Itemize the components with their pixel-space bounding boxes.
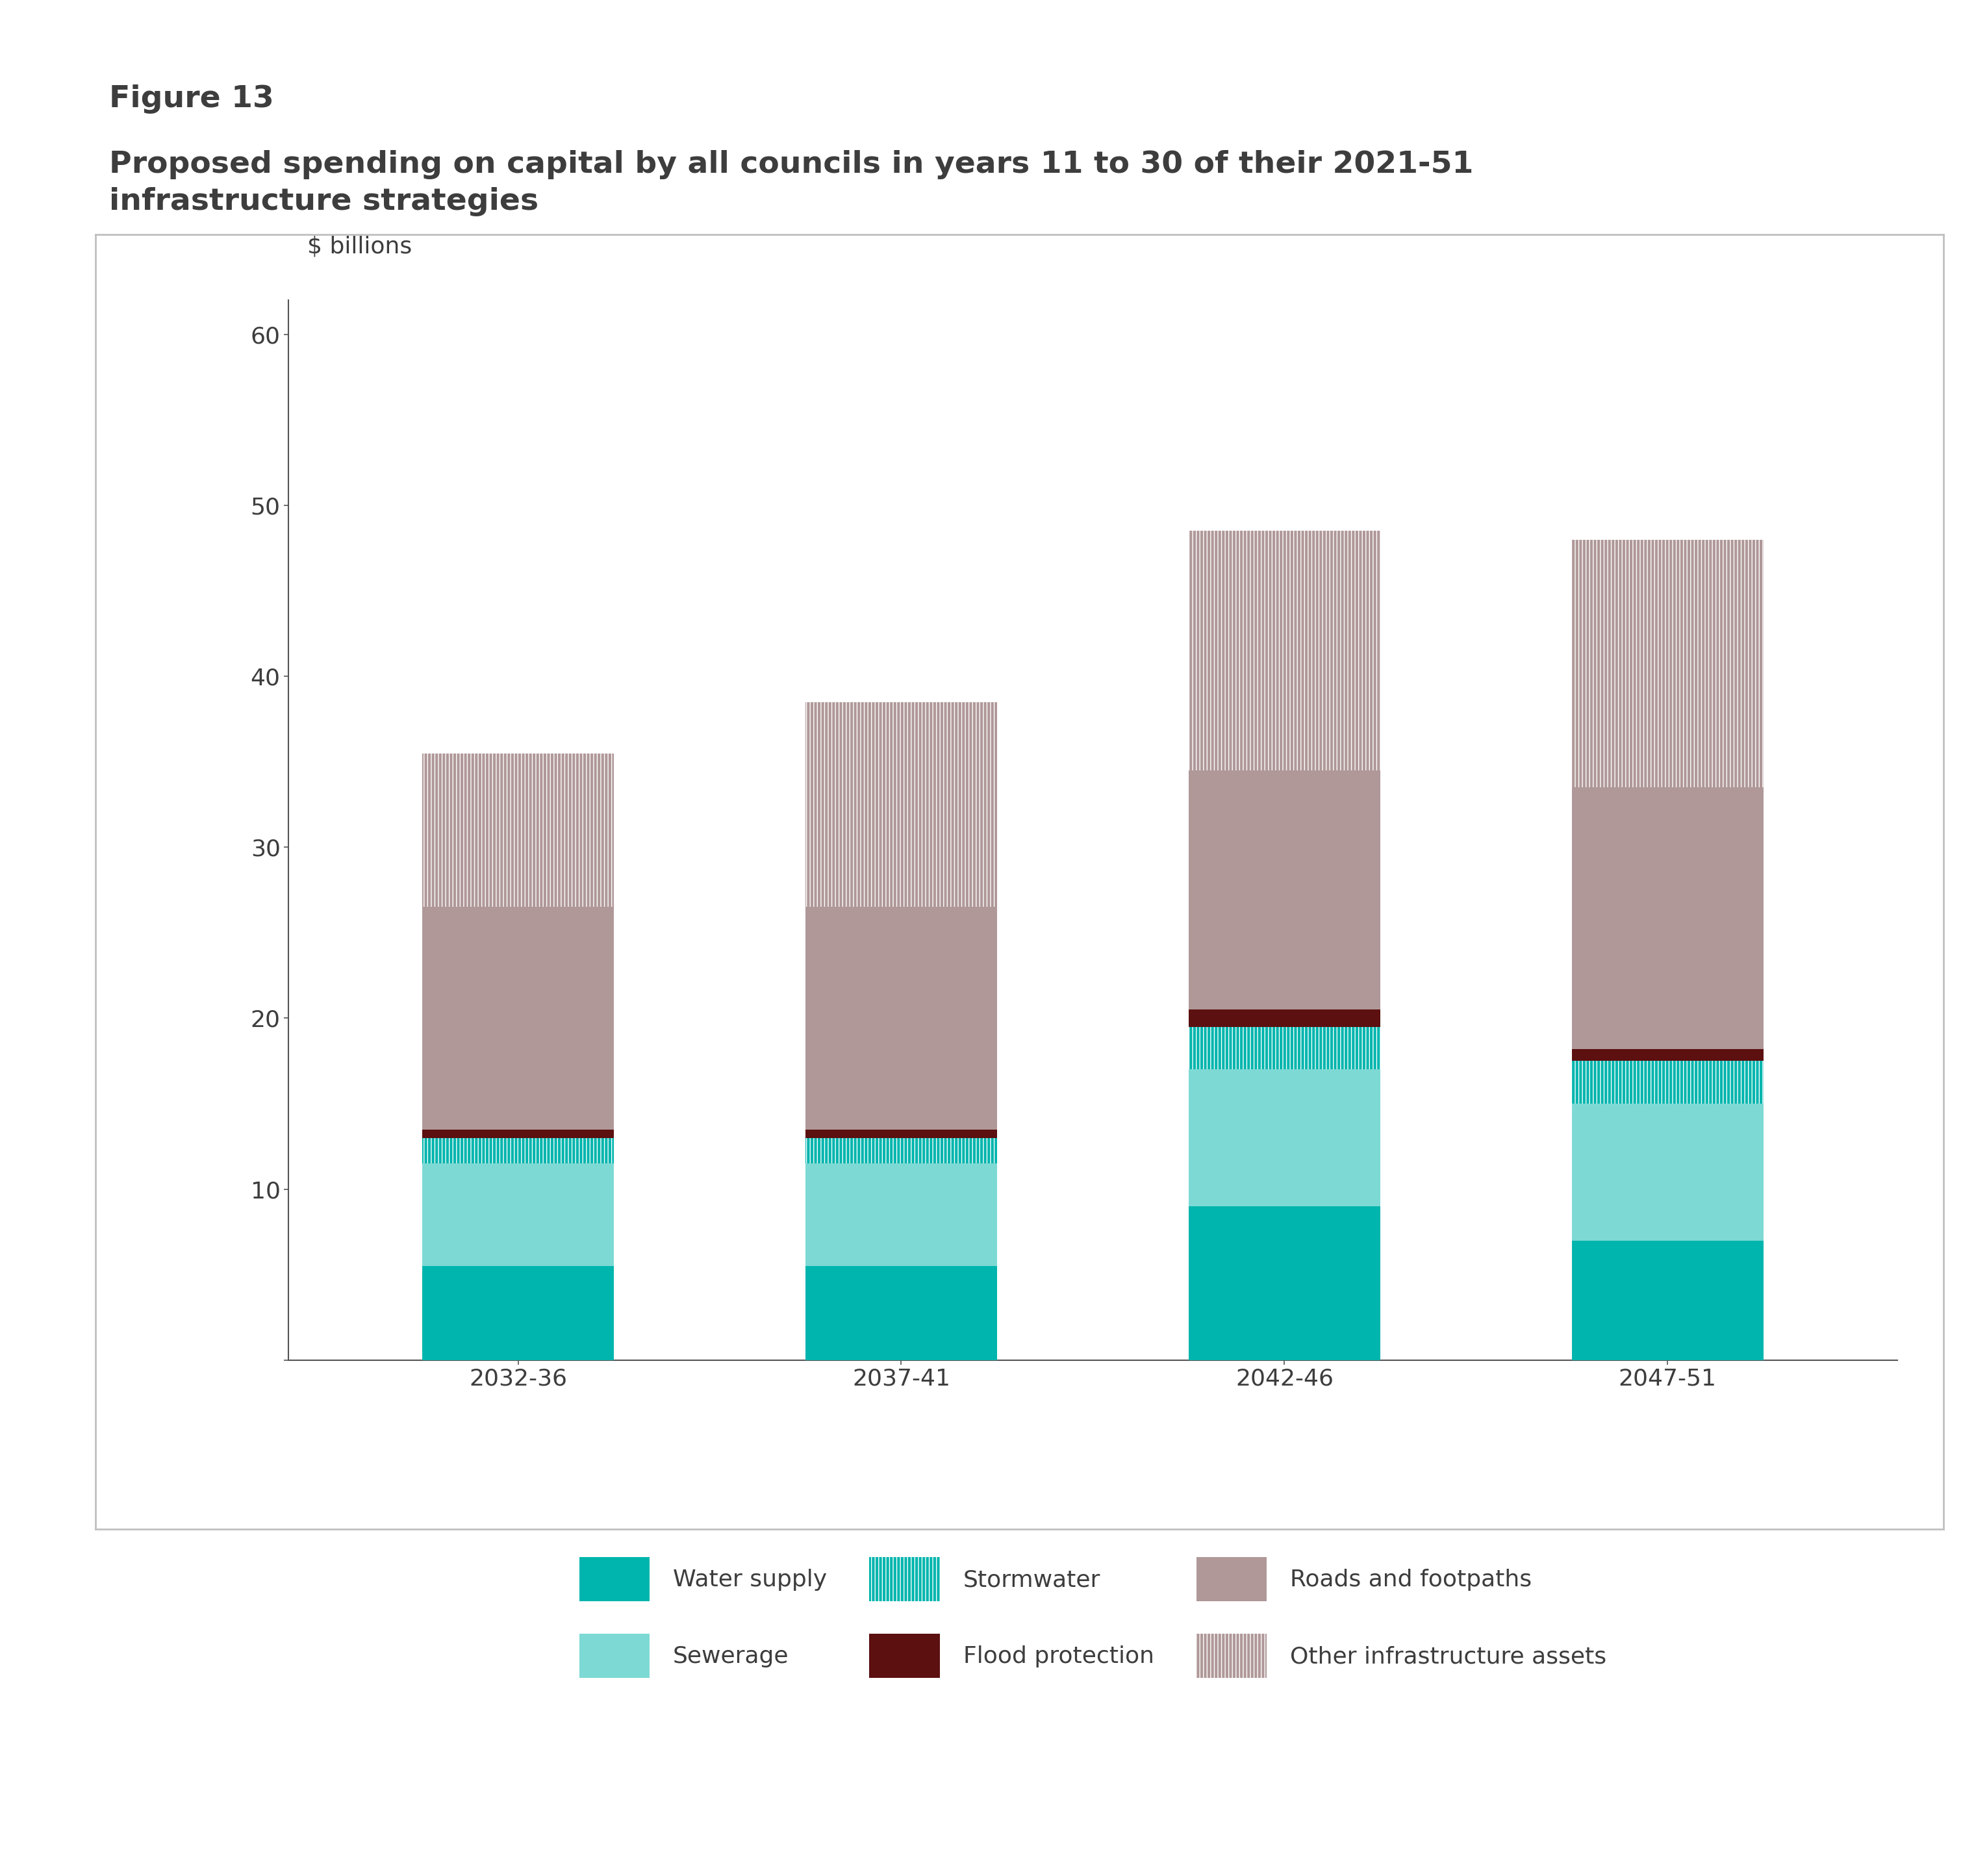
Bar <box>1188 1069 1381 1206</box>
Bar <box>421 752 614 908</box>
Bar <box>1188 531 1381 771</box>
Bar <box>421 908 614 1129</box>
Bar <box>421 1139 614 1163</box>
Bar <box>805 1139 997 1163</box>
Bar <box>805 908 997 1129</box>
Bar <box>1572 540 1764 788</box>
Bar <box>1188 1009 1381 1026</box>
Bar <box>1572 540 1764 788</box>
Bar <box>421 1139 614 1163</box>
Legend: Water supply, Sewerage, Stormwater, Flood protection, Roads and footpaths, Other: Water supply, Sewerage, Stormwater, Floo… <box>578 1557 1607 1677</box>
Bar <box>1572 1062 1764 1103</box>
Bar <box>1188 1026 1381 1069</box>
Bar <box>1188 771 1381 1009</box>
Text: Figure 13: Figure 13 <box>109 84 274 114</box>
Bar <box>1572 1103 1764 1240</box>
Bar <box>805 702 997 908</box>
Text: Proposed spending on capital by all councils in years 11 to 30 of their 2021-51
: Proposed spending on capital by all coun… <box>109 150 1474 216</box>
Bar <box>1572 788 1764 1049</box>
Bar <box>1572 1062 1764 1103</box>
Bar <box>421 1266 614 1360</box>
Bar <box>805 1266 997 1360</box>
Bar <box>805 702 997 908</box>
Bar <box>805 1129 997 1139</box>
Bar <box>1572 1240 1764 1360</box>
Bar <box>1188 531 1381 771</box>
Bar <box>1572 1049 1764 1062</box>
Bar <box>1188 1026 1381 1069</box>
Bar <box>421 1129 614 1139</box>
Bar <box>805 1163 997 1266</box>
Bar <box>421 1163 614 1266</box>
Bar <box>1188 1206 1381 1360</box>
Bar <box>421 752 614 908</box>
Text: $ billions: $ billions <box>308 234 411 257</box>
Bar <box>805 1139 997 1163</box>
